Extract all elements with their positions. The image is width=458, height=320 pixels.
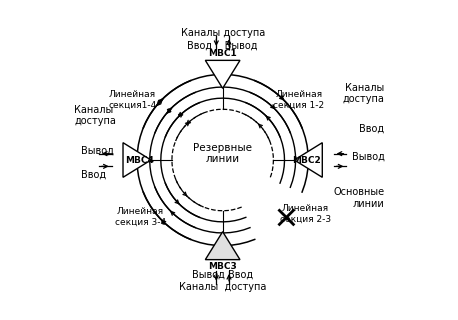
Text: Каналы доступа: Каналы доступа	[180, 28, 265, 38]
Polygon shape	[205, 60, 240, 88]
Text: МВС1: МВС1	[208, 49, 237, 58]
Text: Каналы
доступа: Каналы доступа	[343, 83, 384, 104]
Text: Ввод    Вывод: Ввод Вывод	[187, 41, 258, 51]
Text: Ввод: Ввод	[360, 123, 384, 133]
Text: Резервные
линии: Резервные линии	[193, 143, 252, 164]
Text: Ввод: Ввод	[82, 169, 107, 179]
Text: Линейная
секция 1-2: Линейная секция 1-2	[273, 90, 324, 109]
Polygon shape	[294, 143, 322, 177]
Text: МВС4: МВС4	[125, 156, 153, 164]
Text: Линейная
секция 2-3: Линейная секция 2-3	[279, 204, 331, 224]
Text: Основные
линии: Основные линии	[333, 187, 384, 209]
Text: Вывод: Вывод	[82, 146, 114, 156]
Text: Каналы
доступа: Каналы доступа	[74, 105, 116, 126]
Text: Вывод: Вывод	[352, 152, 384, 162]
Text: Линейная
секция1-4: Линейная секция1-4	[108, 90, 156, 109]
Polygon shape	[205, 232, 240, 260]
Text: Каналы  доступа: Каналы доступа	[179, 282, 267, 292]
Polygon shape	[123, 143, 151, 177]
Text: Вывод Ввод: Вывод Ввод	[192, 269, 253, 279]
Text: Линейная
секция 3-4: Линейная секция 3-4	[114, 207, 166, 227]
Text: МВС2: МВС2	[292, 156, 321, 164]
Text: МВС3: МВС3	[208, 262, 237, 271]
